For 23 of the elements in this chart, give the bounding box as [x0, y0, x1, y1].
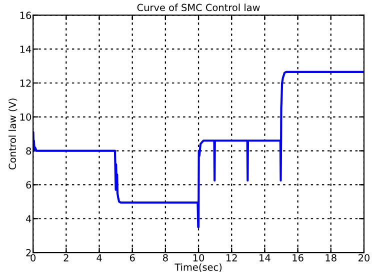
x-tick-label: 16 [292, 254, 304, 262]
line-series [33, 70, 364, 228]
y-tick-label: 4 [26, 215, 32, 222]
y-axis-title: Control law (V) [8, 98, 18, 170]
x-tick-label: 14 [260, 254, 270, 262]
chart-title: Curve of SMC Control law [137, 4, 260, 12]
x-tick-label: 4 [96, 254, 102, 262]
y-tick-label: 14 [20, 46, 32, 53]
x-tick-label: 18 [326, 254, 336, 262]
y-tick-label: 2 [26, 249, 31, 256]
x-tick-label: 0 [30, 254, 36, 262]
x-tick-label: 20 [358, 254, 370, 262]
x-tick-label: 10 [193, 254, 204, 262]
y-tick-label: 16 [20, 12, 32, 20]
x-tick-label: 2 [64, 254, 68, 262]
y-tick-label: 8 [26, 147, 32, 155]
x-axis-title: Time(sec) [174, 263, 222, 272]
y-tick-label: 10 [20, 113, 32, 121]
x-tick-label: 6 [130, 254, 135, 262]
x-tick-label: 8 [163, 254, 168, 262]
y-tick-label: 6 [26, 181, 32, 189]
y-tick-label: 12 [20, 79, 31, 87]
x-tick-label: 12 [226, 254, 237, 262]
